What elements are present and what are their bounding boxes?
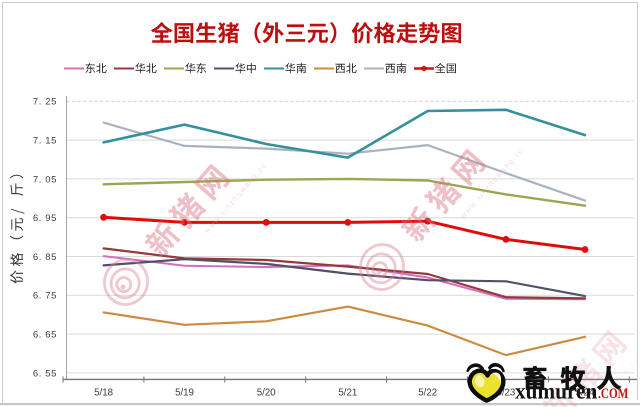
svg-text:7. 25: 7. 25 <box>33 97 57 108</box>
svg-text:6. 55: 6. 55 <box>33 368 57 379</box>
svg-text:5/21: 5/21 <box>338 387 357 398</box>
svg-text:6. 65: 6. 65 <box>33 330 57 341</box>
svg-text:6. 85: 6. 85 <box>33 252 57 263</box>
svg-text:5/20: 5/20 <box>257 387 276 398</box>
svg-text:6. 95: 6. 95 <box>33 213 57 224</box>
svg-text:5/18: 5/18 <box>94 387 113 398</box>
svg-text:6. 75: 6. 75 <box>33 291 57 302</box>
svg-text:5/22: 5/22 <box>418 387 437 398</box>
svg-text:7. 15: 7. 15 <box>33 136 57 147</box>
svg-text:7. 05: 7. 05 <box>33 174 57 185</box>
svg-text:5/23: 5/23 <box>496 387 515 398</box>
svg-text:5/19: 5/19 <box>175 387 194 398</box>
